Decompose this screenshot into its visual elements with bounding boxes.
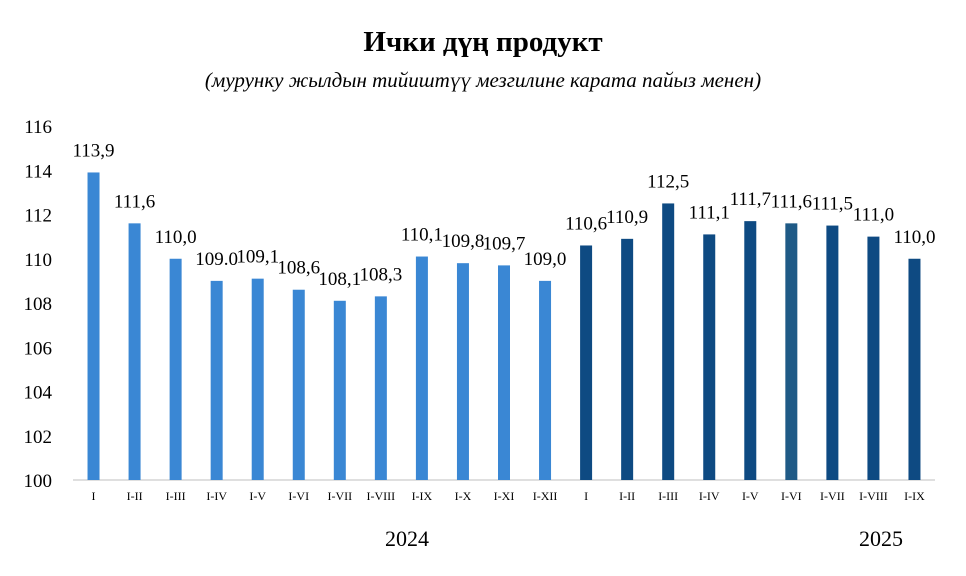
x-tick-label: I: [92, 489, 96, 503]
y-tick-label: 104: [24, 383, 53, 404]
data-label: 111,7: [730, 189, 771, 210]
x-tick-label: I-IX: [412, 489, 433, 503]
x-tick-label: I: [584, 489, 588, 503]
bar: [251, 278, 264, 480]
y-tick-label: 100: [24, 471, 53, 492]
data-label: 108,3: [359, 264, 402, 285]
y-tick-label: 108: [24, 294, 53, 315]
x-tick-label: I-VIII: [367, 489, 396, 503]
data-label: 110,9: [606, 207, 648, 228]
bar: [87, 172, 100, 480]
x-tick-label: I-V: [249, 489, 266, 503]
y-tick-label: 110: [24, 250, 52, 271]
y-tick-label: 114: [24, 161, 52, 182]
bar: [539, 280, 552, 480]
bar: [867, 236, 880, 480]
bar: [744, 221, 757, 480]
x-tick-label: I-III: [658, 489, 678, 503]
data-label: 109,0: [524, 249, 567, 270]
x-tick-label: I-II: [619, 489, 635, 503]
x-tick-label: I-IV: [206, 489, 227, 503]
bar: [415, 256, 428, 480]
x-tick-label: I-XI: [494, 489, 515, 503]
bar: [128, 223, 141, 480]
bar: [908, 258, 921, 480]
data-label: 109.0: [195, 249, 238, 270]
bar: [333, 300, 346, 480]
x-tick-label: I-IV: [699, 489, 720, 503]
data-label: 112,5: [647, 171, 689, 192]
y-tick-label: 106: [24, 338, 53, 359]
data-label: 111,5: [812, 194, 853, 215]
bar: [785, 223, 798, 480]
data-label: 111,6: [114, 191, 155, 212]
bar: [374, 296, 387, 480]
data-label: 108,6: [277, 258, 320, 279]
bar: [621, 238, 634, 480]
bar: [456, 263, 469, 480]
bar: [826, 225, 839, 480]
data-label: 110,0: [155, 227, 197, 248]
x-tick-label: I-VII: [820, 489, 845, 503]
data-label: 110,0: [893, 227, 935, 248]
data-label: 111,0: [853, 205, 894, 226]
x-tick-label: I-III: [166, 489, 186, 503]
x-tick-label: I-VIII: [859, 489, 888, 503]
x-tick-label: I-IX: [904, 489, 925, 503]
data-label: 111,6: [771, 191, 812, 212]
bar: [292, 289, 305, 480]
group-label: 2025: [859, 526, 903, 551]
data-label: 109,7: [483, 233, 526, 254]
x-tick-label: I-V: [742, 489, 759, 503]
group-label: 2024: [385, 526, 429, 551]
chart-subtitle: (мурунку жылдын тийиштүү мезгилине карат…: [204, 68, 762, 92]
chart-title: Ички дүң продукт: [363, 26, 603, 58]
x-tick-label: I-VII: [327, 489, 352, 503]
bar: [662, 203, 675, 480]
x-tick-label: I-VI: [288, 489, 309, 503]
y-tick-label: 102: [24, 427, 53, 448]
data-label: 113,9: [73, 140, 115, 161]
data-label: 110,6: [565, 213, 607, 234]
bar: [580, 245, 593, 480]
bar: [498, 265, 510, 480]
data-label: 111,1: [689, 202, 730, 223]
x-tick-label: I-VI: [781, 489, 802, 503]
bar: [210, 280, 223, 480]
x-tick-label: I-II: [127, 489, 143, 503]
bar: [703, 234, 716, 480]
data-label: 109,8: [442, 231, 485, 252]
data-label: 110,1: [401, 225, 443, 246]
data-label: 109,1: [236, 247, 279, 268]
y-tick-label: 112: [24, 206, 52, 227]
bar: [169, 258, 182, 480]
y-tick-label: 116: [24, 117, 52, 138]
x-tick-label: I-X: [455, 489, 472, 503]
data-label: 108,1: [318, 269, 361, 290]
x-tick-label: I-XII: [533, 489, 558, 503]
